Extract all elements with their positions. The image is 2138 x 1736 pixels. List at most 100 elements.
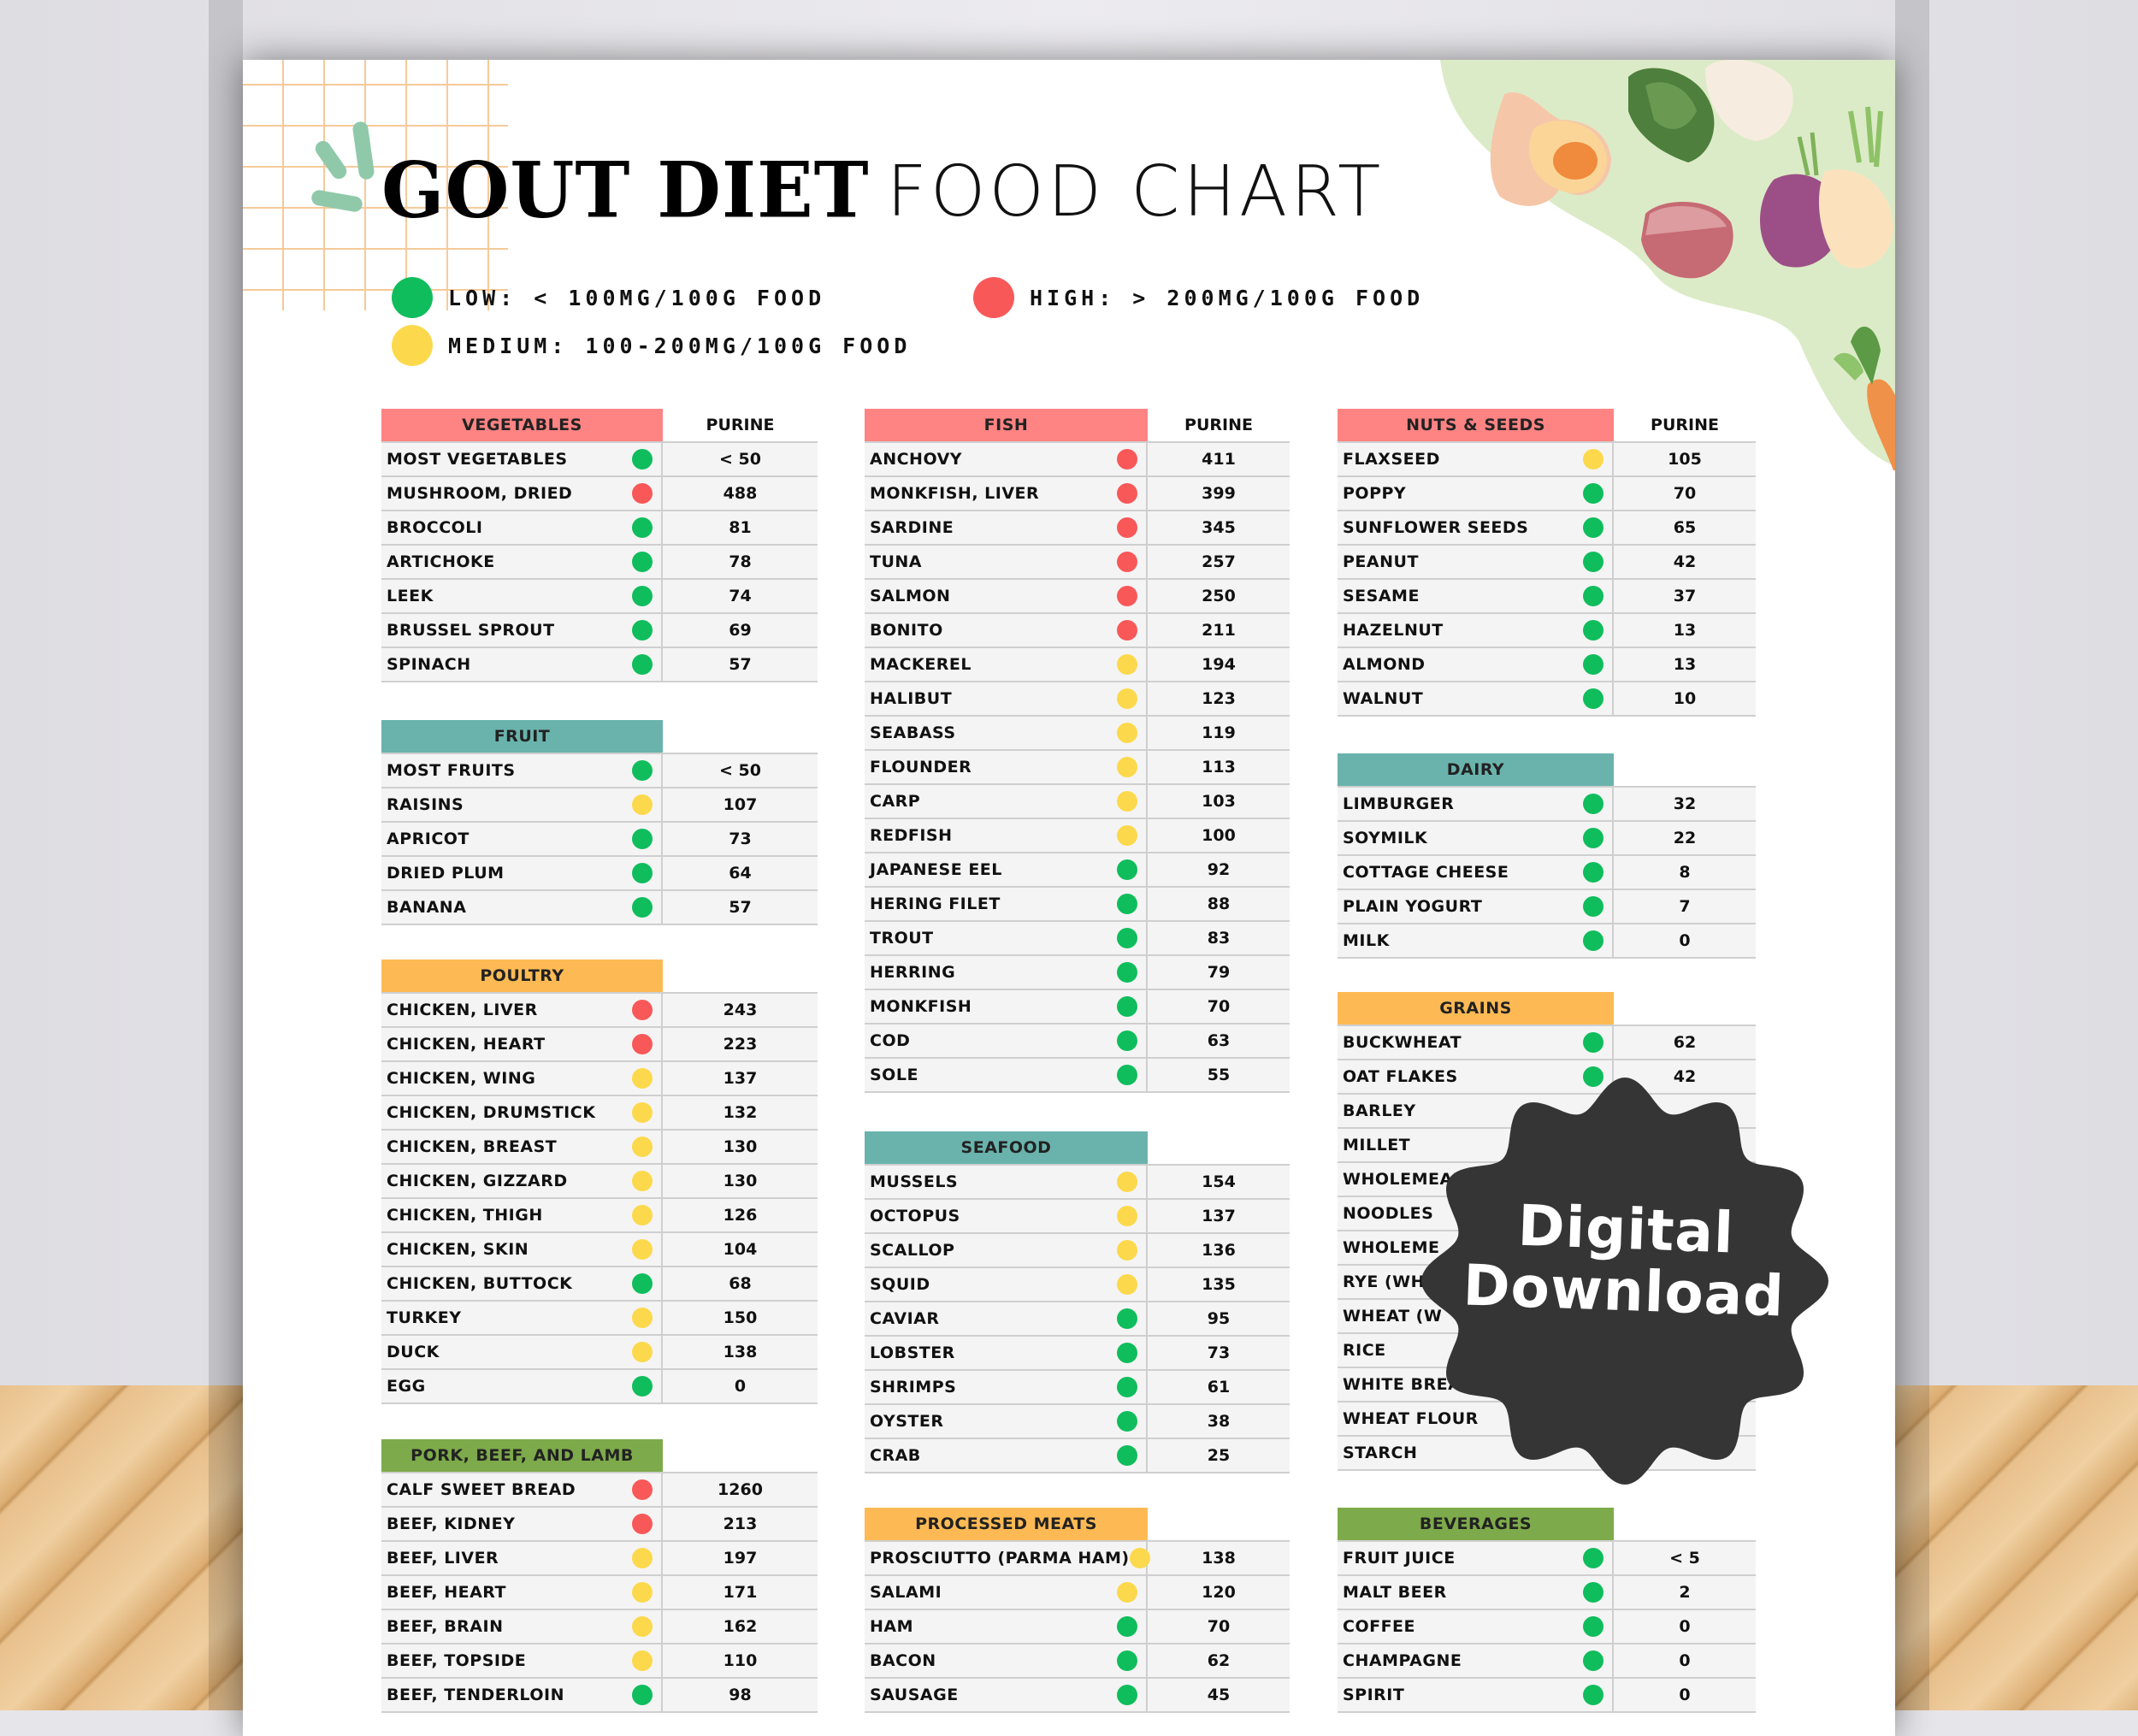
table-header: POULTRY — [381, 960, 818, 992]
food-name-label: HAZELNUT — [1343, 621, 1444, 640]
food-name: BACON — [865, 1644, 1148, 1677]
food-name-label: RICE — [1343, 1341, 1386, 1360]
food-name-label: SALAMI — [870, 1583, 942, 1602]
medium-purine-dot-icon — [1117, 688, 1137, 709]
table-row: CHICKEN, HEART 223 — [381, 1028, 818, 1062]
purine-value: 0 — [1679, 931, 1691, 950]
table-row: BEEF, TENDERLOIN 98 — [381, 1679, 818, 1713]
table-row: SALMON 250 — [865, 580, 1290, 614]
food-name: BRUSSEL SPROUT — [381, 614, 663, 647]
title-light: FOOD CHART — [886, 151, 1385, 233]
purine-value: 38 — [1207, 1412, 1231, 1431]
table-row: BRUSSEL SPROUT 69 — [381, 614, 818, 648]
medium-purine-dot-icon — [1117, 1582, 1137, 1603]
food-name: BEEF, HEART — [381, 1576, 663, 1609]
purine-column-header — [663, 960, 818, 992]
food-name-label: CHICKEN, SKIN — [387, 1240, 529, 1259]
purine-column-header: PURINE — [1148, 409, 1290, 441]
table-row: BEEF, TOPSIDE 110 — [381, 1644, 818, 1679]
table-row: ARTICHOKE 78 — [381, 546, 818, 580]
food-name: HERING FILET — [865, 888, 1148, 920]
purine-value: 13 — [1673, 621, 1697, 640]
low-purine-dot-icon — [632, 552, 653, 572]
table-row: BANANA 57 — [381, 891, 818, 925]
food-name-label: BARLEY — [1343, 1101, 1416, 1120]
food-name-label: PLAIN YOGURT — [1343, 897, 1483, 916]
food-name: ANCHOVY — [865, 443, 1148, 475]
table-row: TURKEY 150 — [381, 1302, 818, 1336]
badge-text: Digital Download — [1418, 1192, 1833, 1330]
food-name: LEEK — [381, 580, 663, 612]
purine-value: 45 — [1207, 1686, 1231, 1704]
food-name-label: CHICKEN, BREAST — [387, 1137, 558, 1156]
purine-value: 126 — [723, 1206, 758, 1225]
medium-purine-dot-icon — [1117, 723, 1137, 743]
high-purine-dot-icon — [1117, 517, 1137, 538]
purine-value: 130 — [723, 1172, 758, 1190]
food-name-label: ALMOND — [1343, 655, 1426, 674]
low-purine-dot-icon — [1583, 1650, 1604, 1671]
table-row: SAUSAGE 45 — [865, 1679, 1290, 1713]
table-row: COD 63 — [865, 1024, 1290, 1059]
purine-value: 162 — [723, 1617, 758, 1636]
food-name: HALIBUT — [865, 682, 1148, 715]
table-row: BEEF, BRAIN 162 — [381, 1610, 818, 1644]
low-purine-dot-icon — [1583, 654, 1604, 675]
title-bold: GOUT DIET — [381, 145, 870, 236]
food-name: CHICKEN, DRUMSTICK — [381, 1096, 663, 1129]
purine-value: < 50 — [719, 450, 761, 469]
low-purine-dot-icon — [1583, 828, 1604, 848]
food-name: MONKFISH, LIVER — [865, 477, 1148, 510]
table-row: MACKEREL 194 — [865, 648, 1290, 682]
purine-value: 0 — [1679, 1651, 1691, 1670]
food-name-label: MILK — [1343, 931, 1390, 950]
low-purine-dot-icon — [1583, 1616, 1604, 1637]
low-purine-dot-icon — [1583, 1032, 1604, 1053]
low-purine-dot-icon — [1117, 1065, 1137, 1085]
food-name-label: LIMBURGER — [1343, 794, 1455, 813]
food-name-label: WHITE BREAD — [1343, 1375, 1475, 1394]
food-name-label: CHICKEN, HEART — [387, 1035, 546, 1054]
medium-purine-dot-icon — [632, 1239, 653, 1260]
low-purine-dot-icon — [1583, 483, 1604, 504]
food-name-label: SHRIMPS — [870, 1378, 957, 1396]
food-name: DUCK — [381, 1336, 663, 1368]
food-name-label: OAT FLAKES — [1343, 1067, 1458, 1086]
low-purine-dot-icon — [1583, 517, 1604, 538]
food-name-label: WHOLEME — [1343, 1238, 1440, 1257]
table-row: PLAIN YOGURT 7 — [1338, 890, 1756, 924]
medium-purine-dot-icon — [632, 1102, 653, 1123]
low-purine-dot-icon — [1583, 1066, 1604, 1087]
table-header: FISH PURINE — [865, 409, 1290, 441]
low-purine-dot-icon — [1583, 1685, 1604, 1705]
medium-purine-dot-icon — [1117, 825, 1137, 846]
purine-value: < 50 — [719, 761, 761, 780]
purine-value: 2 — [1679, 1583, 1691, 1602]
food-name: HAM — [865, 1610, 1148, 1643]
purine-value: 73 — [729, 830, 752, 848]
vegetable-illustration — [1440, 60, 1895, 470]
purine-column-header — [1614, 753, 1756, 786]
food-name-label: SUNFLOWER SEEDS — [1343, 518, 1529, 537]
table-row: SALAMI 120 — [865, 1576, 1290, 1610]
table-row: SPIRIT 0 — [1338, 1679, 1756, 1713]
low-purine-dot-icon — [632, 620, 653, 641]
table-row: BUCKWHEAT 62 — [1338, 1026, 1756, 1060]
purine-value: 98 — [729, 1686, 752, 1704]
purine-value: 57 — [729, 655, 752, 674]
category-title: VEGETABLES — [381, 409, 663, 441]
food-name: BEEF, BRAIN — [381, 1610, 663, 1643]
medium-purine-dot-icon — [1117, 1240, 1137, 1261]
food-name: MILK — [1338, 924, 1614, 957]
purine-value: 223 — [723, 1035, 758, 1054]
page-side-shadow-left — [209, 0, 243, 1710]
table-header: PROCESSED MEATS — [865, 1508, 1290, 1540]
food-name-label: WHEAT (W — [1343, 1307, 1443, 1326]
purine-value: 55 — [1207, 1066, 1231, 1084]
food-name: FLOUNDER — [865, 751, 1148, 783]
food-name: POPPY — [1338, 477, 1614, 510]
food-name-label: HERING FILET — [870, 895, 1001, 913]
table-row: DRIED PLUM 64 — [381, 857, 818, 891]
purine-value: 61 — [1207, 1378, 1231, 1396]
food-name: CAVIAR — [865, 1302, 1148, 1335]
